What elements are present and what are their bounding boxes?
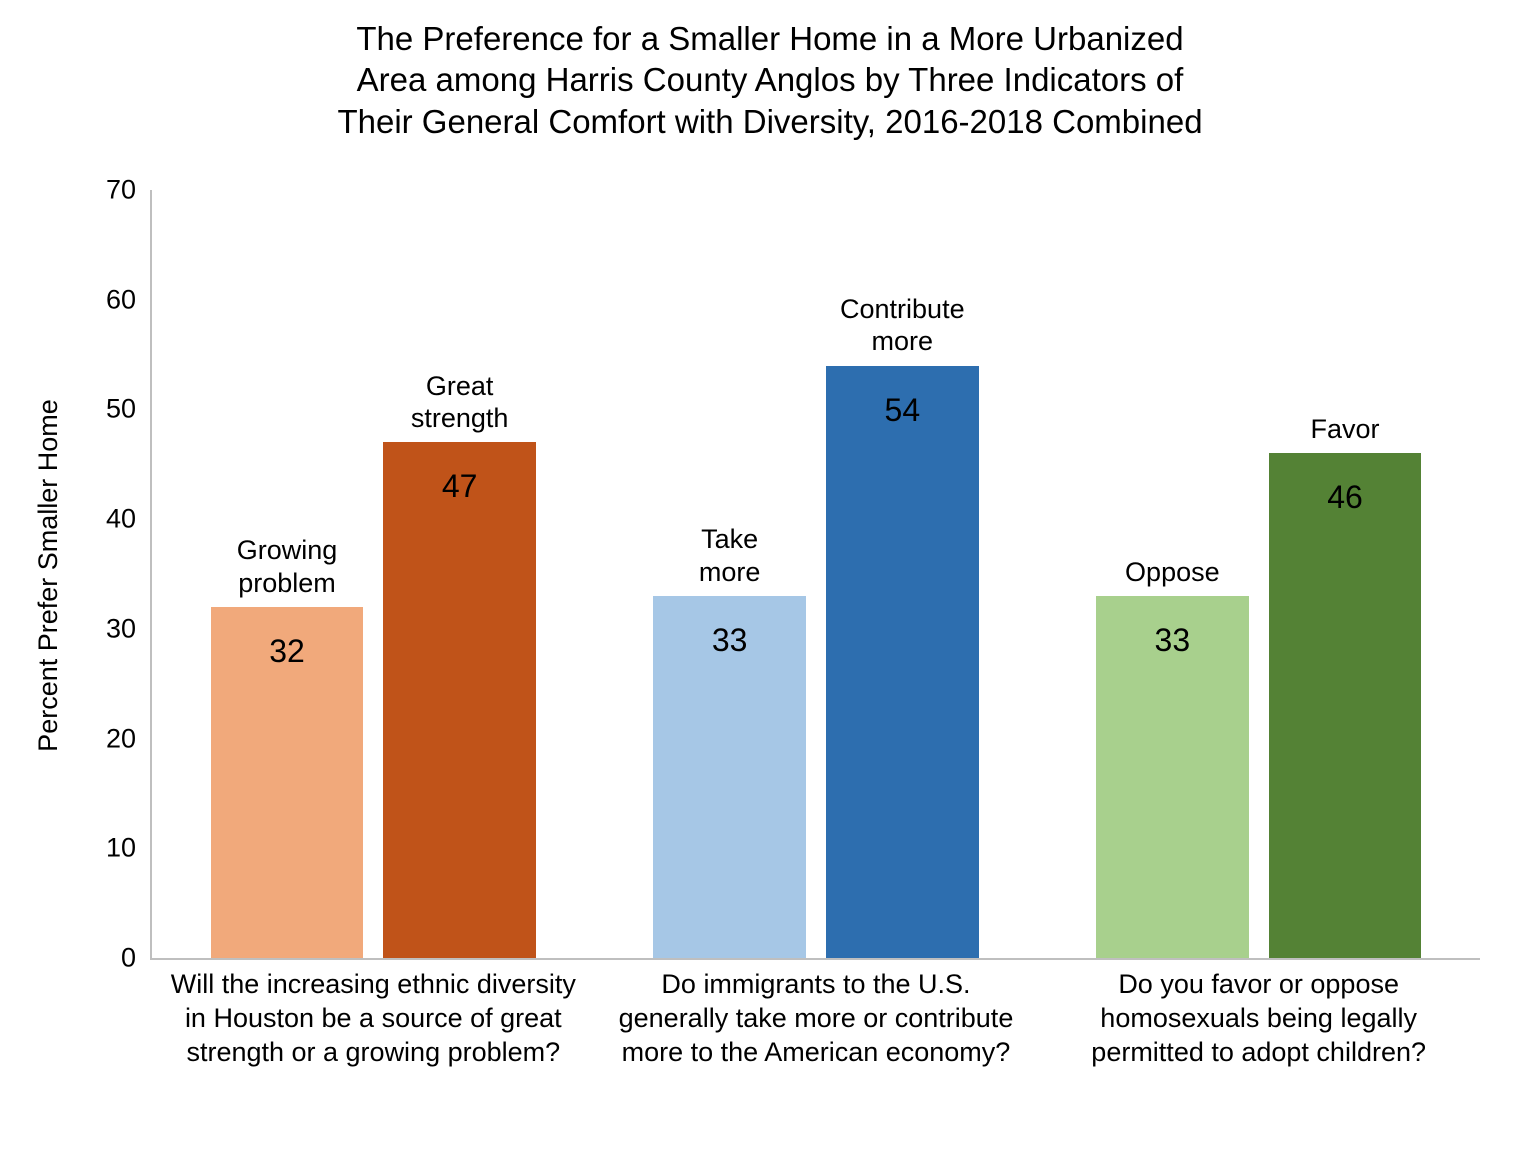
bar: 46Favor — [1269, 453, 1422, 958]
y-tick: 50 — [106, 394, 152, 425]
bar-value-label: 33 — [1096, 622, 1249, 659]
bar-top-label: Contribute more — [750, 293, 1055, 366]
bar-value-label: 54 — [826, 392, 979, 429]
chart-container: The Preference for a Smaller Home in a M… — [0, 0, 1540, 1162]
y-tick: 10 — [106, 833, 152, 864]
bar: 32Growing problem — [211, 607, 364, 958]
x-category-label: Do you favor or oppose homosexuals being… — [1051, 958, 1467, 1069]
x-category-label: Do immigrants to the U.S. generally take… — [608, 958, 1024, 1069]
bar: 33Oppose — [1096, 596, 1249, 958]
y-tick: 20 — [106, 723, 152, 754]
bar: 47Great strength — [383, 442, 536, 958]
y-tick: 60 — [106, 284, 152, 315]
y-tick: 40 — [106, 504, 152, 535]
y-tick: 70 — [106, 175, 152, 206]
bar-value-label: 46 — [1269, 479, 1422, 516]
x-category-label: Will the increasing ethnic diversity in … — [165, 958, 581, 1069]
bar-value-label: 47 — [383, 468, 536, 505]
y-axis-label-wrap: Percent Prefer Smaller Home — [28, 190, 68, 960]
bar-value-label: 32 — [211, 633, 364, 670]
plot-area: 01020304050607032Growing problem47Great … — [150, 190, 1480, 960]
bar: 54Contribute more — [826, 366, 979, 958]
bar-top-label: Great strength — [307, 370, 612, 443]
bar-value-label: 33 — [653, 622, 806, 659]
y-tick: 0 — [121, 943, 152, 974]
y-axis-label: Percent Prefer Smaller Home — [33, 399, 64, 752]
bar-top-label: Favor — [1192, 413, 1497, 453]
y-tick: 30 — [106, 613, 152, 644]
chart-title: The Preference for a Smaller Home in a M… — [0, 18, 1540, 142]
bar: 33Take more — [653, 596, 806, 958]
